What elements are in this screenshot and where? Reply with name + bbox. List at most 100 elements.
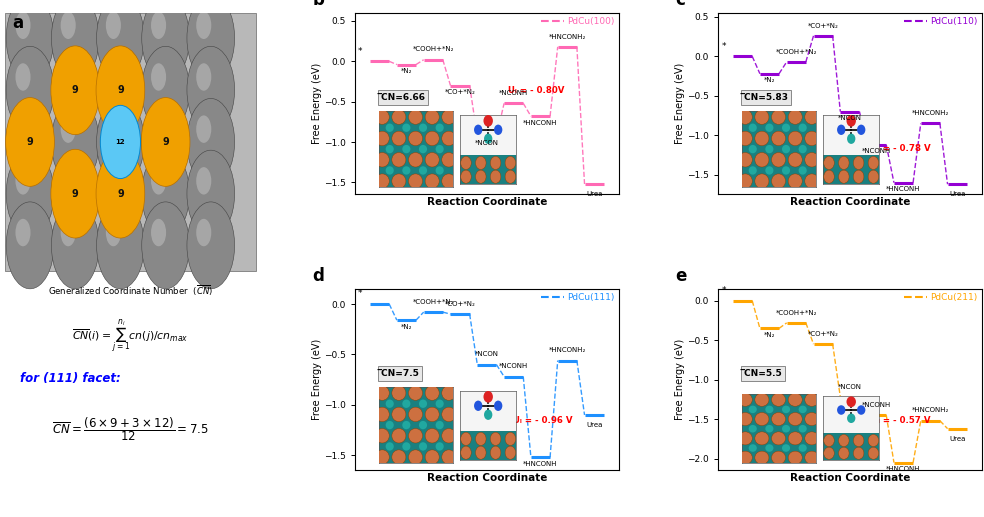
Circle shape	[96, 150, 145, 237]
Circle shape	[51, 0, 99, 82]
Circle shape	[142, 202, 190, 289]
Text: *NCONH: *NCONH	[862, 402, 892, 408]
Circle shape	[16, 63, 31, 90]
Text: *HNCONH: *HNCONH	[523, 461, 558, 467]
Circle shape	[61, 167, 76, 194]
Text: ̅CN=7.5: ̅CN=7.5	[381, 369, 419, 378]
Circle shape	[96, 46, 145, 134]
Text: *: *	[721, 41, 726, 51]
Legend: PdCu(100): PdCu(100)	[537, 14, 618, 30]
Circle shape	[142, 98, 190, 186]
Circle shape	[61, 219, 76, 246]
Circle shape	[6, 47, 54, 133]
Circle shape	[51, 149, 99, 238]
Circle shape	[61, 63, 76, 90]
Circle shape	[142, 0, 190, 82]
Text: *HNCONH: *HNCONH	[887, 466, 921, 472]
Y-axis label: Free Energy (eV): Free Energy (eV)	[675, 339, 686, 420]
Text: d: d	[313, 267, 325, 285]
Text: *HNCONH₂: *HNCONH₂	[911, 407, 949, 414]
Circle shape	[16, 167, 31, 194]
Circle shape	[196, 115, 212, 143]
Circle shape	[106, 63, 121, 90]
Circle shape	[51, 47, 99, 133]
Text: *N₂: *N₂	[400, 68, 412, 74]
Text: ̅CN=6.66: ̅CN=6.66	[381, 93, 425, 102]
Circle shape	[187, 0, 234, 82]
X-axis label: Reaction Coordinate: Reaction Coordinate	[427, 473, 547, 483]
Text: *COOH+*N₂: *COOH+*N₂	[412, 299, 454, 305]
Text: *NCON: *NCON	[838, 115, 862, 121]
Bar	[5, 13, 256, 271]
Circle shape	[142, 150, 190, 237]
Text: a: a	[13, 14, 24, 32]
Circle shape	[196, 63, 212, 90]
Text: *N₂: *N₂	[400, 324, 412, 330]
Circle shape	[151, 219, 166, 246]
Circle shape	[96, 0, 145, 82]
Circle shape	[96, 98, 145, 186]
Text: *COOH+*N₂: *COOH+*N₂	[775, 49, 817, 55]
Circle shape	[6, 98, 54, 186]
Circle shape	[16, 11, 31, 39]
Text: *NCON: *NCON	[475, 140, 499, 146]
Text: *COOH+*N₂: *COOH+*N₂	[412, 47, 454, 52]
Text: e: e	[675, 267, 687, 285]
Text: 9: 9	[117, 85, 124, 95]
Text: *HNCONH: *HNCONH	[887, 186, 921, 192]
Text: *NCONH: *NCONH	[862, 148, 892, 155]
Text: 12: 12	[115, 139, 125, 145]
Circle shape	[6, 0, 54, 82]
Text: c: c	[675, 0, 685, 9]
Text: *COOH+*N₂: *COOH+*N₂	[775, 310, 817, 315]
Circle shape	[16, 115, 31, 143]
Circle shape	[16, 219, 31, 246]
Text: *CO+*N₂: *CO+*N₂	[808, 331, 838, 337]
Circle shape	[196, 219, 212, 246]
Circle shape	[96, 47, 145, 133]
Text: ̅CN=5.83: ̅CN=5.83	[744, 93, 788, 102]
Circle shape	[51, 98, 99, 186]
Text: *N₂: *N₂	[764, 332, 775, 338]
Text: *CO+*N₂: *CO+*N₂	[445, 301, 475, 307]
Text: Urea: Urea	[585, 191, 602, 197]
Circle shape	[187, 202, 234, 289]
Circle shape	[142, 47, 190, 133]
Text: $\overline{CN} = \dfrac{(6\times9+3\times12)}{12} = 7.5$: $\overline{CN} = \dfrac{(6\times9+3\time…	[52, 416, 209, 443]
Text: 9: 9	[27, 137, 33, 147]
Y-axis label: Free Energy (eV): Free Energy (eV)	[675, 63, 686, 144]
Text: Uₗ = - 0.78 V: Uₗ = - 0.78 V	[871, 144, 931, 153]
Text: *NCON: *NCON	[838, 384, 862, 390]
Circle shape	[151, 167, 166, 194]
Legend: PdCu(111): PdCu(111)	[537, 290, 618, 306]
Text: *HNCONH: *HNCONH	[523, 120, 558, 126]
Text: *CO+*N₂: *CO+*N₂	[808, 23, 838, 28]
Text: 9: 9	[72, 189, 79, 199]
Circle shape	[6, 98, 54, 186]
Text: *HNCONH₂: *HNCONH₂	[549, 347, 586, 353]
Y-axis label: Free Energy (eV): Free Energy (eV)	[313, 339, 323, 420]
Text: Urea: Urea	[949, 191, 965, 197]
Text: Urea: Urea	[949, 436, 965, 442]
Text: *NCONH: *NCONH	[499, 90, 528, 96]
Circle shape	[106, 219, 121, 246]
Text: Generalized Coordinate Number  ($\overline{CN}$): Generalized Coordinate Number ($\overlin…	[48, 284, 213, 298]
Text: 9: 9	[117, 189, 124, 199]
Text: for (111) facet:: for (111) facet:	[20, 372, 121, 385]
Circle shape	[61, 115, 76, 143]
Circle shape	[187, 150, 234, 237]
Text: *: *	[358, 47, 363, 55]
Text: *HNCONH₂: *HNCONH₂	[549, 34, 586, 40]
X-axis label: Reaction Coordinate: Reaction Coordinate	[790, 197, 910, 207]
Circle shape	[96, 202, 145, 289]
Circle shape	[6, 150, 54, 237]
Circle shape	[96, 149, 145, 238]
Circle shape	[196, 11, 212, 39]
Circle shape	[51, 202, 99, 289]
Text: *HNCONH₂: *HNCONH₂	[911, 110, 949, 116]
Text: 9: 9	[72, 85, 79, 95]
Legend: PdCu(211): PdCu(211)	[900, 290, 981, 306]
Text: *N₂: *N₂	[764, 78, 775, 83]
Text: 9: 9	[162, 137, 169, 147]
Circle shape	[151, 115, 166, 143]
